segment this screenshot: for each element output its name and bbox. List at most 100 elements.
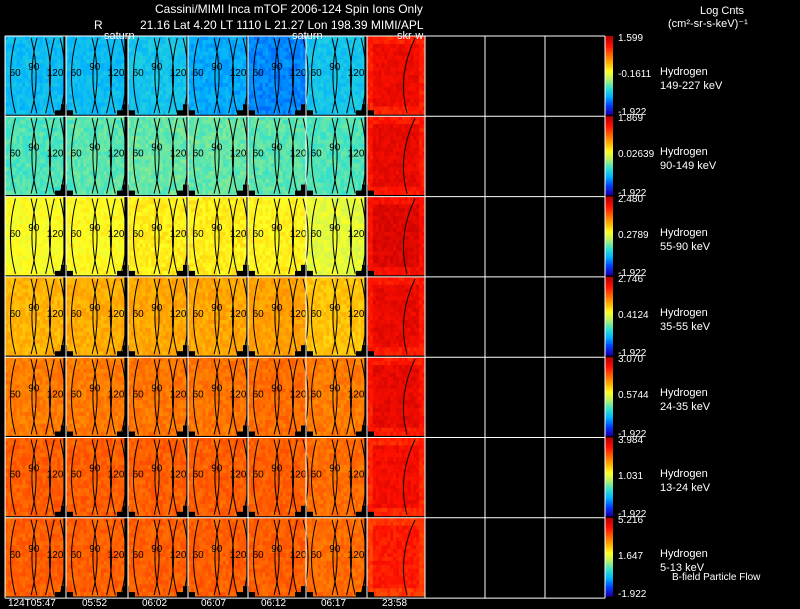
contour-label: 90 <box>151 383 163 394</box>
contour-line <box>332 37 339 114</box>
contour-line <box>168 278 175 355</box>
colorbar-min-label: -1.922 <box>618 590 646 600</box>
marker-cross <box>177 351 195 358</box>
contour-label: 120 <box>290 68 307 79</box>
contour-line <box>349 519 356 596</box>
colorbar-segment <box>605 251 613 254</box>
colorbar-segment <box>605 270 613 274</box>
colorbar-segment <box>605 554 613 558</box>
colorbar-segment <box>605 513 613 517</box>
colorbar-segment <box>605 216 613 219</box>
contour-line <box>154 359 161 435</box>
colorbar-segment <box>605 365 613 368</box>
colorbar-segment <box>605 525 613 529</box>
contour-label: 90 <box>28 142 40 153</box>
colorbar-segment <box>605 404 613 407</box>
contour-line <box>349 198 356 275</box>
contour-label: 90 <box>329 303 341 314</box>
colorbar-segment <box>605 329 613 333</box>
colorbar-segment <box>605 507 613 511</box>
heatmap-panel-r4-c6 <box>367 357 426 436</box>
contour-line <box>171 198 178 275</box>
contour-line <box>402 37 416 114</box>
contour-label: 60 <box>193 148 205 159</box>
contour-line <box>231 118 238 194</box>
contour-label: 120 <box>47 229 64 240</box>
contour-line <box>109 439 116 515</box>
marker-cross <box>117 431 135 438</box>
contour-line <box>48 519 55 596</box>
contour-line <box>71 519 77 596</box>
contour-line <box>30 439 37 515</box>
colorbar-segment <box>605 53 613 57</box>
colorbar-segment <box>605 453 613 456</box>
colorbar-segment <box>605 94 613 98</box>
colorbar-segment <box>605 368 613 372</box>
contour-label: 120 <box>170 389 187 400</box>
contour-line <box>30 198 37 275</box>
colorbar-segment <box>605 457 613 460</box>
colorbar-segment <box>605 186 613 190</box>
colorbar-segment <box>605 415 613 419</box>
colorbar-segment <box>605 551 613 554</box>
contour-line <box>273 278 280 355</box>
skr-label: skr-w <box>397 30 423 42</box>
colorbar-segment <box>605 225 613 229</box>
contour-line <box>71 278 77 355</box>
contour-line <box>231 198 238 275</box>
contour-line <box>228 198 235 275</box>
contour-label: 120 <box>230 389 247 400</box>
contour-label: 120 <box>47 68 64 79</box>
colorbar-segment <box>605 345 613 348</box>
colorbar-mid-label: -0.1611 <box>618 70 651 80</box>
time-tick-label: 06:02 <box>142 599 167 609</box>
contour-line <box>106 519 113 596</box>
contour-label: 120 <box>348 470 365 481</box>
contour-line <box>133 359 139 435</box>
species-label: Hydrogen <box>660 146 708 159</box>
colorbar-segment <box>605 476 613 480</box>
contour-label: 90 <box>151 142 163 153</box>
contour-label: 90 <box>89 544 101 555</box>
contour-line <box>45 278 52 355</box>
colorbar-segment <box>605 549 613 552</box>
contour-line <box>31 37 38 114</box>
colorbar-min-label: -1.922 <box>618 268 646 279</box>
contour-line <box>332 519 339 596</box>
colorbar-segment <box>605 59 613 62</box>
colorbar-segment <box>605 151 613 154</box>
contour-line <box>171 359 178 435</box>
colorbar-segment <box>605 102 613 106</box>
contour-label: 60 <box>253 68 265 79</box>
colorbar-segment <box>605 359 613 362</box>
energy-label: 24-35 keV <box>660 401 710 414</box>
contour-label: 120 <box>290 148 307 159</box>
colorbar-segment <box>605 57 613 60</box>
marker-cross <box>295 270 313 277</box>
time-tick-label: 23:58 <box>382 599 407 609</box>
contour-line <box>71 359 77 435</box>
colorbar-segment <box>605 343 613 346</box>
colorbar-segment <box>605 296 613 299</box>
contour-line <box>106 278 113 355</box>
heatmap-panel-r2-c6 <box>367 196 426 276</box>
contour-label: 90 <box>89 303 101 314</box>
contour-line <box>231 439 238 515</box>
colorbar-max-label: 5.216 <box>618 515 643 526</box>
colorbar-segment <box>605 335 613 339</box>
colorbar-segment <box>605 98 613 102</box>
contour-line <box>71 118 77 194</box>
contour-line <box>10 37 16 114</box>
contour-line <box>154 519 161 596</box>
colorbar-segment <box>605 376 613 380</box>
contour-label: 60 <box>193 229 205 240</box>
colorbar-segment <box>605 43 613 47</box>
colorbar-segment <box>605 222 613 225</box>
species-label: Hydrogen <box>660 548 708 561</box>
colorbar-segment <box>605 523 613 527</box>
contour-line <box>133 118 139 194</box>
heatmap-panel-r2-c4 <box>248 196 307 276</box>
heatmap-panel-r5-c6 <box>367 437 426 517</box>
colorbar-segment <box>605 135 613 139</box>
colorbar-segment <box>605 280 613 284</box>
